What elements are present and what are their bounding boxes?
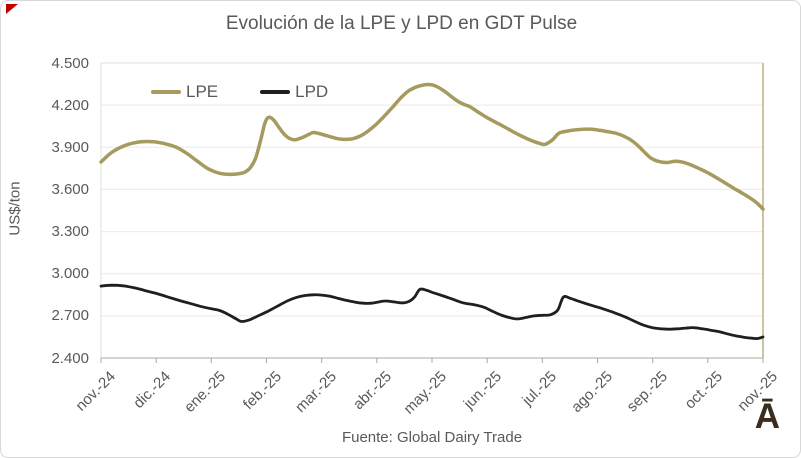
series-line-lpd bbox=[99, 283, 765, 340]
legend-item-lpe: LPE bbox=[151, 82, 218, 102]
source-caption: Fuente: Global Dairy Trade bbox=[341, 429, 523, 446]
y-axis-title: US$/ton bbox=[6, 181, 24, 236]
chart-title: Evolución de la LPE y LPD en GDT Pulse bbox=[225, 13, 578, 34]
legend-label: LPE bbox=[186, 82, 219, 101]
series-line-lpe bbox=[99, 82, 765, 211]
y-axis-tick-label: 2.700 bbox=[51, 307, 89, 325]
brand-logo: Ā bbox=[754, 397, 780, 436]
legend-swatch-lpe bbox=[151, 89, 181, 95]
y-axis-tick-label: 4.500 bbox=[51, 54, 89, 72]
legend-label: LPD bbox=[295, 82, 329, 101]
y-axis-tick-label: 2.400 bbox=[51, 349, 89, 367]
y-axis-tick-label: 3.000 bbox=[51, 265, 89, 283]
y-axis-tick-label: 4.200 bbox=[51, 96, 89, 114]
legend-swatch-lpd bbox=[260, 90, 291, 94]
y-axis-tick-label: 3.900 bbox=[51, 138, 89, 156]
red-corner-mark-icon bbox=[6, 4, 18, 14]
legend: LPE LPD bbox=[151, 82, 328, 102]
legend-item-lpd: LPD bbox=[260, 82, 328, 102]
y-axis-tick-label: 3.300 bbox=[51, 223, 89, 241]
y-axis-tick-label: 3.600 bbox=[51, 180, 89, 198]
